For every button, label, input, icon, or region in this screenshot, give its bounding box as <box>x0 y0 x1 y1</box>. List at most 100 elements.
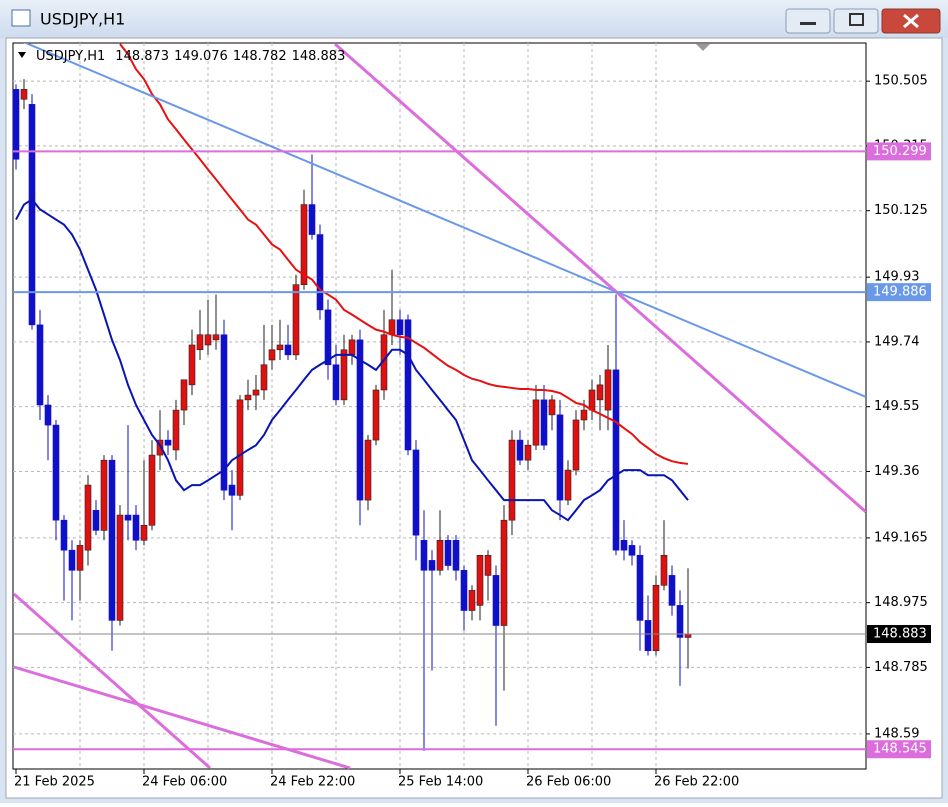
candle-body <box>308 204 316 235</box>
menu-triangle[interactable] <box>18 52 26 58</box>
price-label: 150.299 <box>873 144 927 159</box>
candle-body <box>36 324 44 406</box>
candle-body <box>260 364 268 391</box>
candle-body <box>516 439 524 461</box>
candle-body <box>28 104 36 326</box>
price-label-box <box>867 142 931 161</box>
candle-body <box>404 319 412 451</box>
y-tick-label: 150.125 <box>874 203 928 218</box>
candle-body <box>372 389 380 441</box>
candle-body <box>212 334 220 341</box>
y-tick-label: 148.975 <box>874 595 928 610</box>
candle-body <box>636 554 644 621</box>
close-button[interactable] <box>881 8 941 34</box>
candle-body <box>388 319 396 336</box>
candle-body <box>332 364 340 401</box>
candle-body <box>164 439 172 446</box>
y-tick-label: 149.93 <box>874 270 920 285</box>
candle-body <box>492 575 500 626</box>
y-tick-label: 149.36 <box>874 464 920 479</box>
candle-body <box>252 389 260 396</box>
candle-body <box>156 439 164 456</box>
candle-body <box>676 605 684 638</box>
candle-body <box>612 369 620 551</box>
candle-body <box>324 309 332 366</box>
y-tick-label: 149.74 <box>874 334 920 349</box>
candle-body <box>508 439 516 521</box>
trendline <box>23 43 866 398</box>
candle-body <box>476 554 484 606</box>
candle-body <box>60 519 68 551</box>
moving-average <box>119 43 689 465</box>
candle-body <box>548 399 556 416</box>
candle-body <box>628 545 636 556</box>
candle-body <box>652 584 660 652</box>
candle-body <box>228 484 236 496</box>
candle-body <box>236 399 244 496</box>
maximize-button[interactable] <box>833 8 879 34</box>
candle-body <box>364 439 372 501</box>
candle-body <box>204 334 212 346</box>
candle-body <box>68 549 76 571</box>
overlay: 150.299 149.886 148.545 148.883 <box>13 142 931 759</box>
candle-body <box>244 394 252 401</box>
candle-body <box>340 349 348 401</box>
candle-body <box>292 284 300 356</box>
candle-body <box>604 369 612 411</box>
minimize-button[interactable] <box>785 8 831 34</box>
info-close: 148.883 <box>292 49 346 64</box>
candle-body <box>524 444 532 461</box>
candle-body <box>348 339 356 356</box>
info-high: 149.076 <box>174 49 228 64</box>
candle-body <box>620 539 628 551</box>
x-tick-label: 21 Feb 2025 <box>14 775 95 790</box>
x-tick-label: 25 Feb 14:00 <box>398 775 483 790</box>
trendline <box>334 43 866 514</box>
candle-body <box>588 389 596 411</box>
candle-body <box>460 569 468 611</box>
y-tick-label: 148.785 <box>874 660 928 675</box>
current-price-label: 148.883 <box>873 627 927 642</box>
candle-body <box>116 514 124 621</box>
trendline <box>13 592 211 769</box>
chart-info: USDJPY,H1 148.873 149.076 148.782 148.883 <box>36 49 345 64</box>
candle-body <box>12 89 20 160</box>
y-tick-label: 150.505 <box>874 74 928 89</box>
candle-body <box>444 539 452 566</box>
candle-body <box>20 89 28 100</box>
candle-body <box>268 349 276 361</box>
candle-body <box>540 399 548 446</box>
candle-body <box>92 509 100 531</box>
candle-body <box>468 590 476 611</box>
candle-body <box>196 334 204 351</box>
trendlines <box>13 43 866 769</box>
candle-body <box>596 384 604 401</box>
candle-body <box>108 459 116 621</box>
info-low: 148.782 <box>233 49 287 64</box>
candle-body <box>300 204 308 285</box>
price-label: 149.886 <box>873 285 927 300</box>
candle-body <box>188 344 196 386</box>
candle-body <box>660 554 668 586</box>
price-label-box <box>867 625 931 644</box>
candle-body <box>44 404 52 426</box>
candle-body <box>428 560 436 571</box>
y-tick-label: 149.165 <box>874 530 928 545</box>
candle-body <box>532 399 540 446</box>
candle-body <box>396 319 404 336</box>
candle-body <box>684 633 692 638</box>
candle-body <box>556 414 564 501</box>
price-label-box <box>867 283 931 302</box>
candle-body <box>276 344 284 351</box>
candle-body <box>452 539 460 571</box>
candle-body <box>420 539 428 571</box>
candle-body <box>572 419 580 471</box>
window-title: USDJPY,H1 <box>40 10 125 29</box>
x-tick-label: 26 Feb 06:00 <box>526 775 611 790</box>
x-tick-label: 24 Feb 06:00 <box>142 775 227 790</box>
price-label: 148.545 <box>873 742 927 757</box>
candle-body <box>412 449 420 536</box>
candle-body <box>500 519 508 626</box>
